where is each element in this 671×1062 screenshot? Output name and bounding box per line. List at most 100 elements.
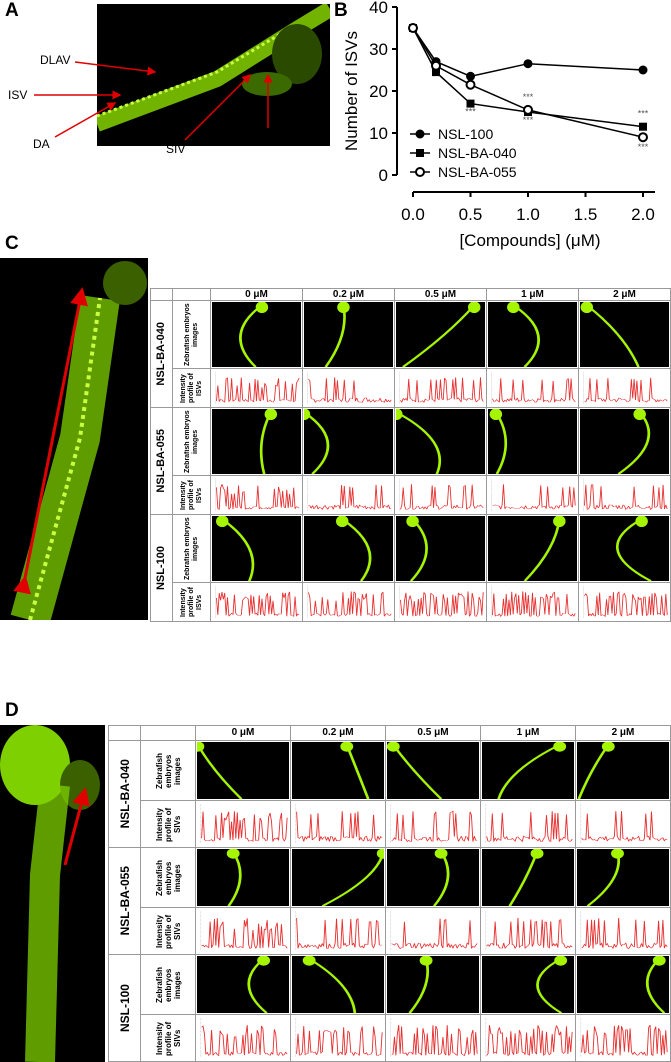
embryo-image (387, 742, 479, 799)
intensity-profile-plot (387, 1016, 479, 1060)
profile-cell (578, 368, 671, 408)
x-axis-label: [Compounds] (μM) (459, 231, 600, 250)
image-cell (480, 740, 576, 801)
image-cell (385, 954, 481, 1015)
profile-cell (394, 582, 487, 622)
image-cell (578, 407, 671, 476)
significance-mark: *** (523, 115, 534, 125)
label-da: DA (33, 137, 50, 151)
intensity-profile-plot (577, 1016, 669, 1060)
image-cell (210, 407, 303, 476)
data-point (523, 59, 533, 69)
image-cell (290, 740, 386, 801)
label-isv: ISV (8, 88, 28, 102)
row-label-cell: Intensity profile of ISVs (172, 582, 211, 622)
compound-row-label: NSL-BA-055 (155, 429, 167, 493)
series-NSL-BA-055 (408, 23, 648, 143)
image-cell (575, 954, 671, 1015)
legend-label: NSL-BA-040 (438, 145, 517, 161)
column-header: 0 μM (245, 288, 268, 300)
row-label-cell: Intensity profile of ISVs (172, 368, 211, 408)
column-header: 0.2 μM (322, 727, 354, 738)
significance-mark: *** (638, 109, 649, 119)
image-cell (210, 300, 303, 369)
image-cell (394, 300, 487, 369)
embryo-image (197, 742, 289, 799)
profile-cell (578, 475, 671, 515)
panel-b-label: B (334, 0, 348, 21)
embryo-image (212, 409, 301, 474)
profile-cell (480, 800, 576, 848)
images-row-label: Zebrafish embryos images (154, 966, 182, 1003)
column-header: 0.5 μM (424, 288, 457, 300)
data-point (431, 60, 441, 71)
profile-cell (385, 907, 481, 955)
intensity-profile-plot (292, 1016, 384, 1060)
embryo-image (304, 516, 393, 581)
image-cell (302, 514, 395, 583)
x-tick-label: 0.0 (401, 205, 425, 224)
images-row-label: Zebrafish embryos images (183, 303, 199, 366)
data-point (466, 71, 475, 81)
y-tick-label: 20 (369, 82, 388, 101)
profile-cell (302, 582, 395, 622)
embryo-image (292, 742, 384, 799)
profile-cell (195, 907, 291, 955)
profile-cell (210, 582, 303, 622)
profile-cell (480, 1014, 576, 1062)
profile-cell (575, 1014, 671, 1062)
image-cell (578, 514, 671, 583)
intensity-profile-plot (212, 370, 301, 406)
column-header-cell: 0 μM (195, 725, 291, 741)
profile-cell (195, 1014, 291, 1062)
column-header-cell: 2 μM (575, 725, 671, 741)
intensity-profile-plot (580, 477, 669, 513)
panel-d-zoom-image (0, 725, 105, 1062)
image-cell (290, 954, 386, 1015)
embryo-image (580, 516, 669, 581)
significance-mark: *** (465, 107, 476, 117)
image-cell (210, 514, 303, 583)
intensity-profile-plot (212, 477, 301, 513)
column-header-cell: 0.5 μM (385, 725, 481, 741)
intensity-profile-plot (577, 802, 669, 846)
intensity-profile-plot (488, 584, 577, 620)
embryo-image (488, 302, 577, 367)
column-header-cell: 0.2 μM (290, 725, 386, 741)
intensity-profile-plot (197, 1016, 289, 1060)
compound-cell: NSL-BA-040 (150, 300, 173, 408)
image-cell (195, 847, 291, 908)
row-label-cell: Intensity profile of SIVs (140, 907, 196, 955)
x-tick-label: 2.0 (631, 205, 655, 224)
profile-cell (290, 800, 386, 848)
intensity-profile-plot (580, 370, 669, 406)
compound-cell: NSL-BA-055 (108, 847, 141, 955)
profile-cell (290, 1014, 386, 1062)
data-point (639, 122, 647, 131)
y-tick-label: 10 (369, 124, 388, 143)
embryo-image (580, 302, 669, 367)
intensity-profile-plot (304, 370, 393, 406)
panel-d-table: 0 μM 0.2 μM 0.5 μM 1 μM 2 μM NSL-BA-040 Zebraf… (108, 725, 671, 1062)
profile-row-label: Intensity profile of ISVs (179, 480, 203, 510)
intensity-profile-plot (488, 477, 577, 513)
data-point (415, 167, 425, 177)
embryo-image (387, 956, 479, 1013)
panel-c-zoom-image (0, 258, 148, 620)
profile-cell (195, 800, 291, 848)
profile-cell (385, 800, 481, 848)
panel-a-image (97, 4, 330, 146)
images-row-label: Zebrafish embryos images (154, 752, 182, 789)
intensity-profile-plot (304, 477, 393, 513)
image-cell (486, 407, 579, 476)
significance-mark: *** (638, 142, 649, 152)
embryo-image (577, 849, 669, 906)
profile-cell (575, 800, 671, 848)
compound-row-label: NSL-BA-055 (117, 866, 132, 936)
profile-cell (486, 582, 579, 622)
image-cell (385, 740, 481, 801)
column-header: 2 μM (613, 288, 636, 300)
row-label-cell: Intensity profile of ISVs (172, 475, 211, 515)
image-cell (578, 300, 671, 369)
compound-row-label: NSL-BA-040 (155, 322, 167, 386)
